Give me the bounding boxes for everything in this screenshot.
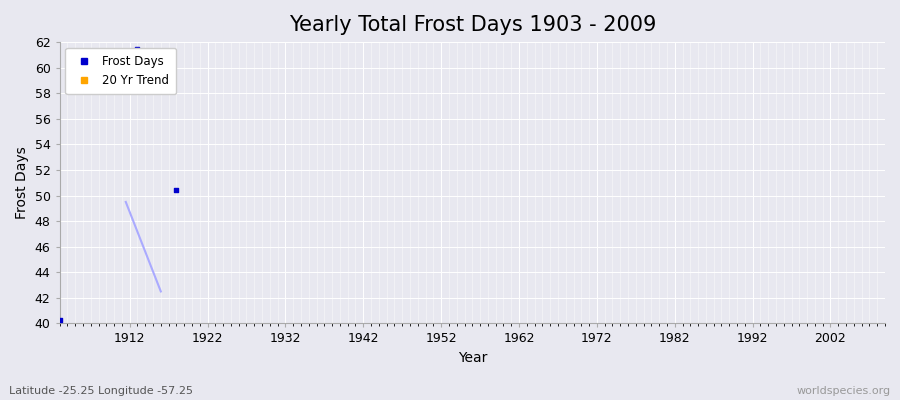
Text: worldspecies.org: worldspecies.org (796, 386, 891, 396)
Point (169, 187, 184, 194)
X-axis label: Year: Year (457, 351, 487, 365)
Title: Yearly Total Frost Days 1903 - 2009: Yearly Total Frost Days 1903 - 2009 (289, 15, 656, 35)
Legend: Frost Days, 20 Yr Trend: Frost Days, 20 Yr Trend (66, 48, 176, 94)
Point (52, 316, 67, 323)
Text: Latitude -25.25 Longitude -57.25: Latitude -25.25 Longitude -57.25 (9, 386, 193, 396)
Y-axis label: Frost Days: Frost Days (15, 146, 29, 219)
Point (130, 45, 145, 52)
